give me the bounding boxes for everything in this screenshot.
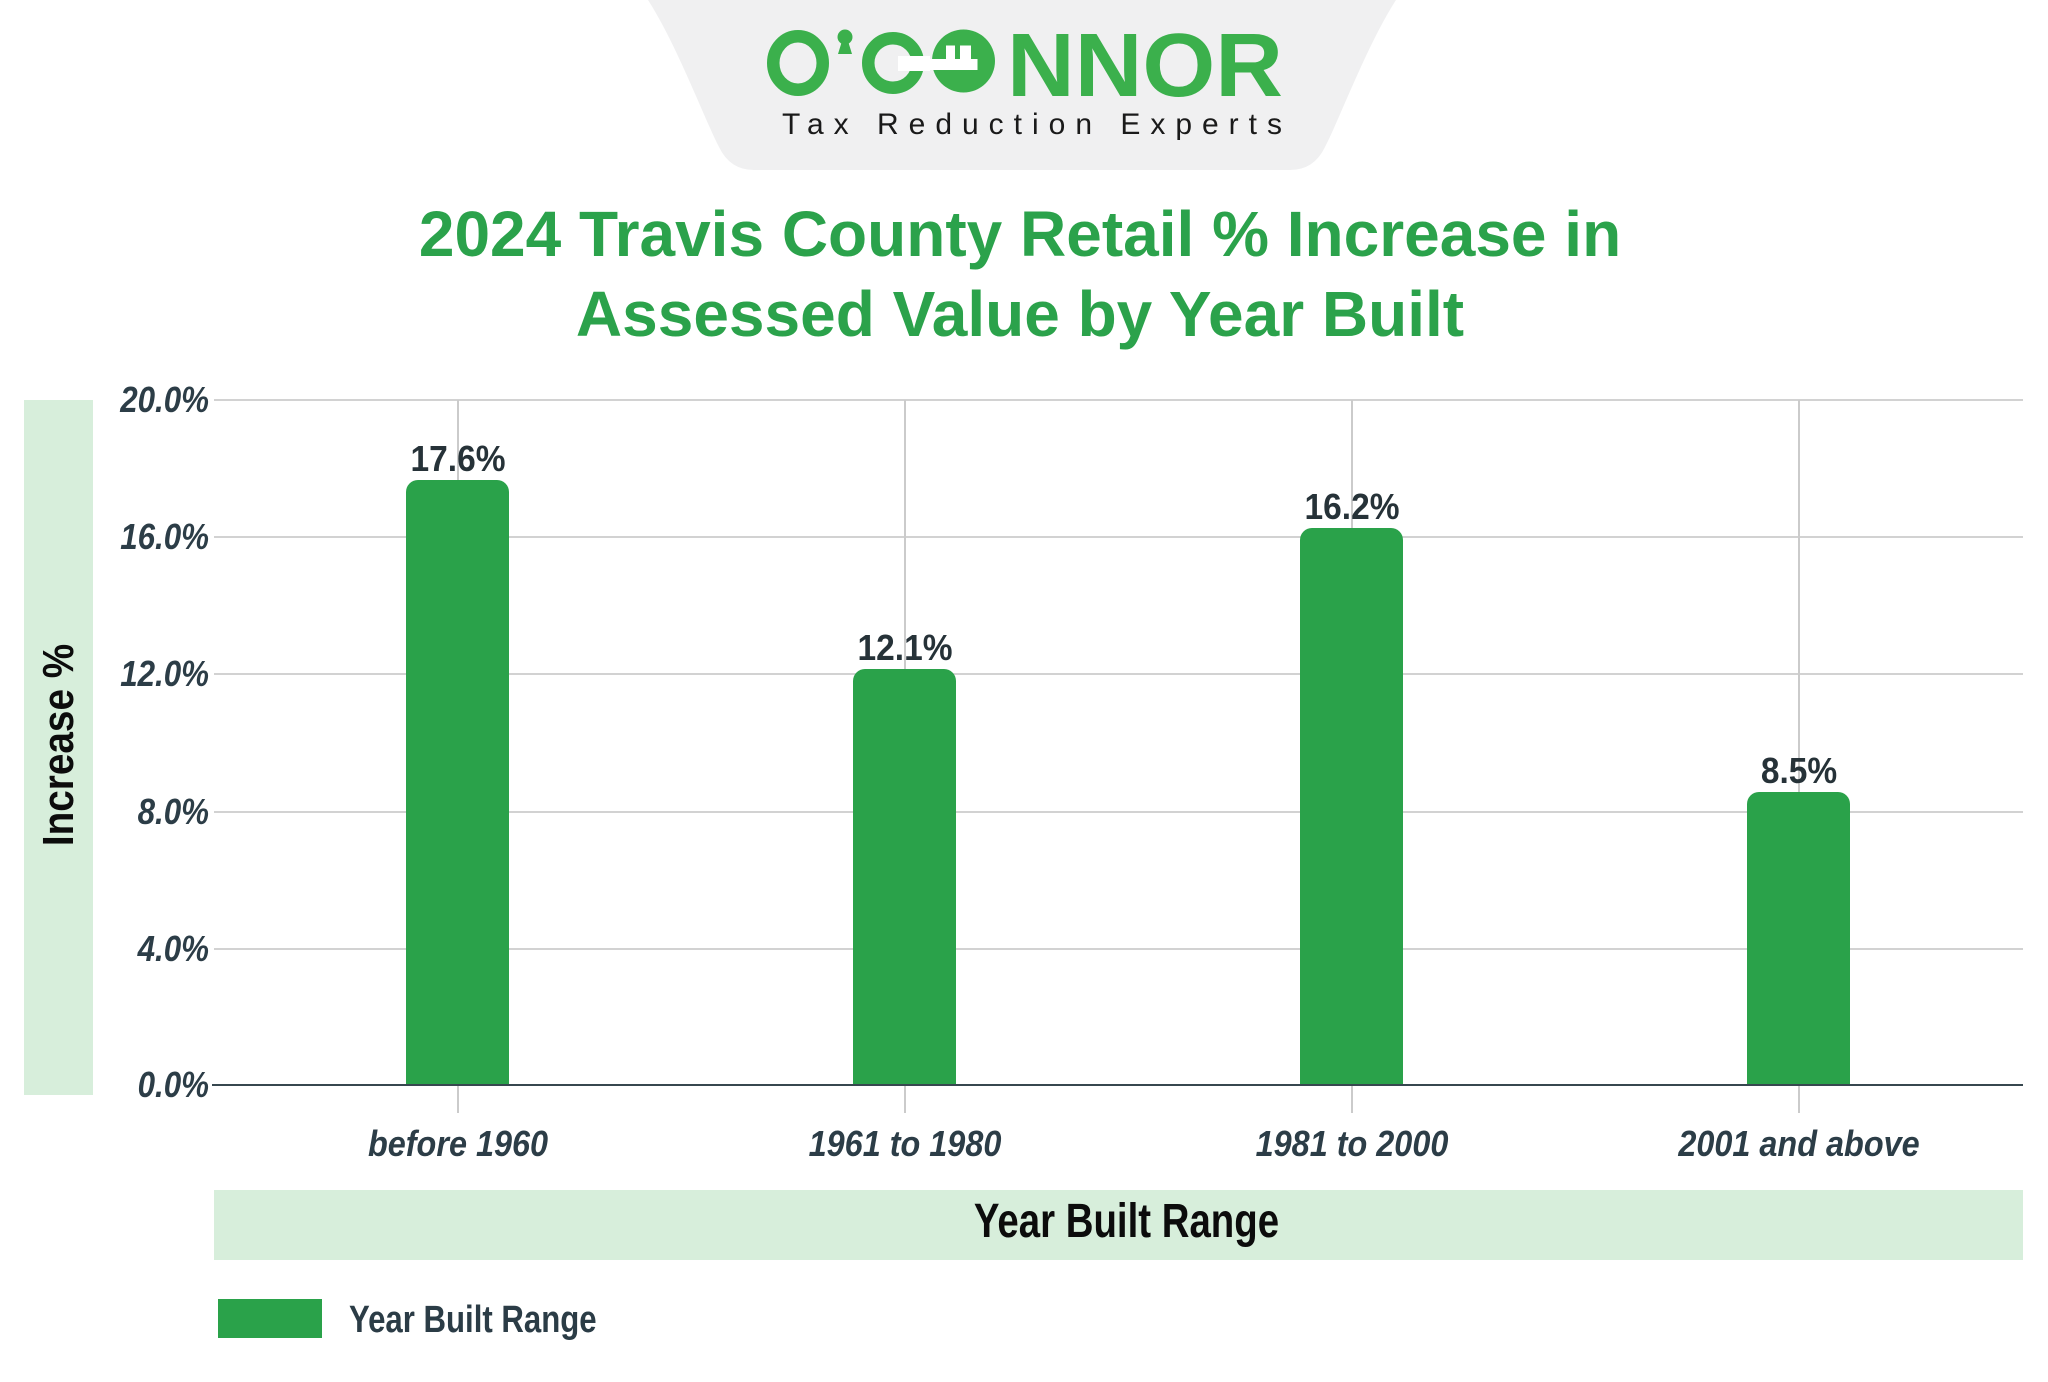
svg-text:NNOR: NNOR <box>1007 16 1283 116</box>
